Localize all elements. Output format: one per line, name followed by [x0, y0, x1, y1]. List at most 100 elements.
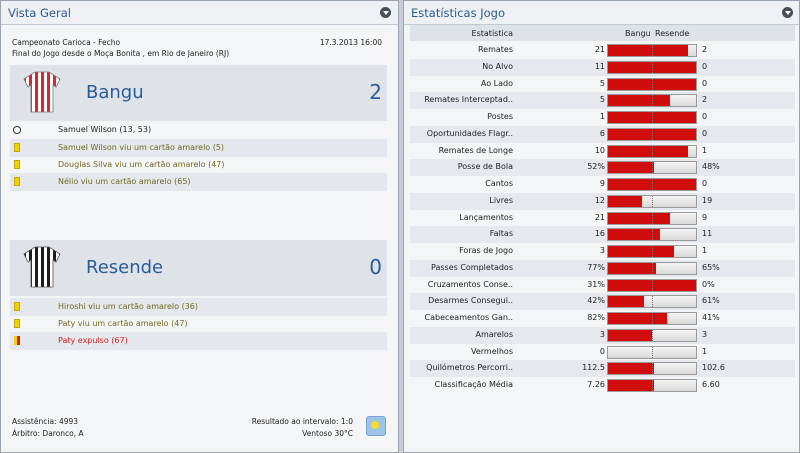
stat-label: Classificação Média: [434, 380, 513, 389]
stat-bar-midline: [652, 45, 653, 56]
stat-bar-midline: [652, 61, 653, 73]
stat-away-value: 2: [702, 95, 708, 105]
stat-label: Remates: [477, 45, 513, 54]
stat-comparison-bar: [607, 379, 697, 392]
stat-away-value: 3: [702, 329, 708, 339]
col-home-label: Bangu: [625, 29, 651, 38]
stat-away-value: 102.6: [702, 363, 725, 373]
stat-bar-fill: [608, 45, 689, 56]
stat-row: Cruzamentos Conse.. 31% 0%: [410, 277, 795, 294]
stat-home-value: 112.5: [582, 363, 605, 373]
stat-bar-midline: [652, 313, 653, 324]
overview-panel: Vista Geral Campeonato Carioca - Fecho 1…: [0, 0, 399, 453]
stat-row: Desarmes Consegui.. 42% 61%: [410, 293, 795, 311]
stat-label: Lançamentos: [459, 212, 513, 222]
stat-label: Foras de Jogo: [459, 246, 513, 255]
yellow-card-icon: [14, 177, 20, 186]
stat-bar-midline: [652, 95, 653, 107]
stat-row: Ao Lado 5 0: [410, 76, 795, 93]
home-event-row: Douglas Silva viu um cartão amarelo (47): [10, 156, 387, 174]
home-event-row: Nélio viu um cartão amarelo (65): [10, 173, 387, 191]
away-team-name: Resende: [86, 257, 164, 278]
overview-collapse-icon[interactable]: [380, 7, 391, 18]
stat-bar-fill: [608, 313, 667, 324]
stat-away-value: 1: [702, 246, 708, 255]
home-event-text: Nélio viu um cartão amarelo (65): [58, 177, 191, 186]
stat-comparison-bar: [607, 77, 697, 91]
competition-name: Campeonato Carioca - Fecho: [12, 38, 121, 47]
stat-label: Faltas: [489, 229, 513, 239]
stat-bar-midline: [652, 162, 653, 174]
stat-away-value: 0: [702, 112, 708, 121]
stat-label: Cabeceamentos Gan..: [424, 313, 514, 322]
home-event-row: Samuel Wilson (13, 53): [10, 121, 387, 139]
stat-row: Amarelos 3 3: [410, 326, 795, 344]
stat-label: Amarelos: [475, 329, 514, 339]
stat-home-value: 52%: [587, 162, 605, 172]
halftime-result: Resultado ao intervalo: 1:0: [251, 417, 353, 426]
stats-collapse-icon[interactable]: [782, 7, 793, 18]
overview-header: Vista Geral: [1, 1, 398, 25]
stat-comparison-bar: [607, 111, 697, 124]
stat-home-value: 5: [599, 78, 605, 88]
away-team-block[interactable]: Resende 0: [10, 240, 387, 296]
away-shirt-icon: [23, 246, 61, 288]
stat-comparison-bar: [607, 161, 697, 175]
stat-home-value: 77%: [587, 262, 605, 272]
home-event-row: Samuel Wilson viu um cartão amarelo (5): [10, 139, 387, 157]
stat-comparison-bar: [607, 295, 697, 309]
stat-comparison-bar: [607, 60, 697, 74]
stat-row: Faltas 16 11: [410, 226, 795, 244]
home-shirt-icon: [23, 71, 61, 113]
stat-away-value: 1: [702, 145, 708, 155]
stat-row: No Alvo 11 0: [410, 58, 795, 76]
stat-row: Remates Interceptad.. 5 2: [410, 92, 795, 110]
stat-comparison-bar: [607, 278, 697, 292]
referee: Árbitro: Daronco, A: [12, 429, 84, 438]
stat-home-value: 42%: [587, 296, 605, 306]
stat-home-value: 3: [599, 329, 605, 339]
stat-home-value: 1: [599, 112, 605, 121]
home-team-block[interactable]: Bangu 2: [10, 65, 387, 121]
stat-bar-fill: [608, 162, 654, 174]
stat-bar-fill: [608, 380, 654, 391]
stat-row: Posse de Bola 52% 48%: [410, 159, 795, 177]
stat-bar-midline: [652, 346, 653, 358]
stat-label: Remates Interceptad..: [424, 95, 513, 105]
stat-bar-midline: [652, 279, 653, 291]
overview-title: Vista Geral: [8, 6, 71, 20]
stat-comparison-bar: [607, 94, 697, 108]
stat-label: Remates de Longe: [438, 145, 513, 155]
stat-bar-fill: [608, 296, 645, 308]
stat-home-value: 12: [594, 195, 605, 205]
stat-away-value: 0: [702, 61, 708, 71]
stats-panel: Estatísticas Jogo Estatística Bangu Rese…: [403, 0, 800, 453]
stat-bar-fill: [608, 246, 674, 257]
stat-bar-fill: [608, 195, 643, 207]
yellow-card-icon: [14, 302, 20, 311]
stat-home-value: 21: [594, 212, 605, 222]
stat-away-value: 0: [702, 78, 708, 88]
away-event-text: Paty viu um cartão amarelo (47): [58, 319, 188, 328]
stat-label: Quilómetros Percorri..: [426, 363, 513, 373]
stat-away-value: 9: [702, 212, 708, 222]
stat-bar-midline: [652, 195, 653, 207]
stat-bar-fill: [608, 212, 670, 224]
home-event-text: Samuel Wilson (13, 53): [58, 125, 152, 134]
stat-row: Remates 21 2: [410, 42, 795, 59]
away-team-score: 0: [369, 255, 382, 279]
away-event-text: Paty expulso (67): [58, 336, 128, 345]
stat-home-value: 31%: [587, 279, 605, 289]
sunny-weather-icon: [366, 416, 386, 436]
stat-label: Postes: [487, 112, 513, 121]
away-event-text: Hiroshi viu um cartão amarelo (36): [58, 302, 199, 311]
stat-bar-fill: [608, 145, 689, 157]
stat-home-value: 21: [594, 45, 605, 54]
stat-comparison-bar: [607, 245, 697, 258]
stat-comparison-bar: [607, 44, 697, 57]
stat-away-value: 48%: [702, 162, 720, 172]
stat-away-value: 2: [702, 45, 708, 54]
stat-comparison-bar: [607, 345, 697, 359]
stat-row: Cantos 9 0: [410, 176, 795, 193]
stat-home-value: 11: [594, 61, 605, 71]
